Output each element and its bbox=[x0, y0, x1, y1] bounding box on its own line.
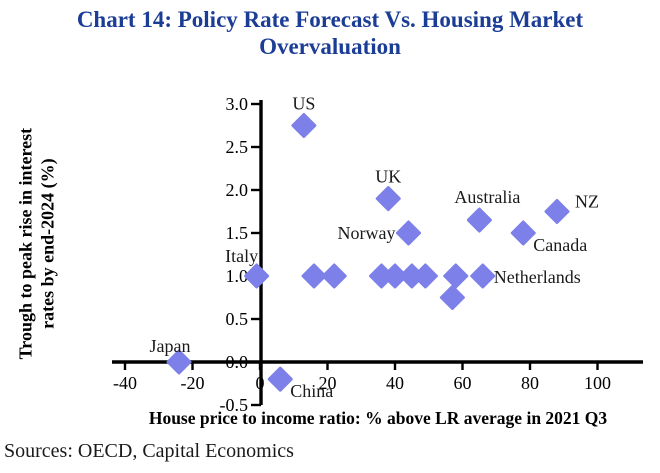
marker-Japan bbox=[166, 349, 192, 375]
y-tick-label-0.5: 0.5 bbox=[226, 309, 249, 329]
marker-unlabeled bbox=[321, 263, 347, 289]
point-label-UK: UK bbox=[375, 167, 401, 187]
marker-NZ bbox=[544, 199, 570, 224]
y-tick-label-3.0: 3.0 bbox=[226, 94, 249, 114]
marker-unlabeled bbox=[382, 263, 408, 289]
chart-title-line2: Overvaluation bbox=[259, 34, 401, 60]
marker-Australia bbox=[466, 207, 492, 233]
y-tick-label-1.0: 1.0 bbox=[226, 266, 249, 286]
marker-China bbox=[267, 366, 293, 392]
x-tick-label-0: 0 bbox=[256, 373, 265, 393]
point-label-NZ: NZ bbox=[575, 192, 599, 212]
point-label-Norway: Norway bbox=[338, 223, 396, 243]
marker-Italy bbox=[244, 263, 270, 289]
marker-unlabeled bbox=[439, 285, 465, 310]
sources-note: Sources: OECD, Capital Economics bbox=[4, 440, 294, 462]
marker-Norway bbox=[396, 220, 421, 246]
point-label-Netherlands: Netherlands bbox=[494, 267, 581, 287]
y-axis-title: Trough to peak rise in interest rates by… bbox=[15, 89, 58, 399]
y-axis-title-line1: Trough to peak rise in interest bbox=[15, 127, 36, 360]
y-tick-label--0.5: -0.5 bbox=[220, 395, 249, 415]
marker-Netherlands bbox=[470, 263, 496, 289]
point-label-US: US bbox=[292, 94, 315, 114]
marker-unlabeled bbox=[301, 263, 327, 289]
y-tick-label-2.5: 2.5 bbox=[226, 137, 249, 157]
point-label-Canada: Canada bbox=[533, 235, 587, 255]
point-label-Japan: Japan bbox=[150, 336, 191, 356]
marker-Canada bbox=[510, 220, 536, 246]
point-label-Italy: Italy bbox=[225, 246, 258, 266]
y-tick-label-2.0: 2.0 bbox=[226, 180, 249, 200]
x-tick-label-80: 80 bbox=[521, 373, 539, 393]
y-tick-label-0.0: 0.0 bbox=[226, 352, 249, 372]
marker-UK bbox=[375, 186, 401, 212]
marker-unlabeled bbox=[443, 263, 469, 289]
marker-US bbox=[291, 113, 317, 138]
marker-unlabeled bbox=[412, 263, 438, 289]
y-tick-label-1.5: 1.5 bbox=[226, 223, 249, 243]
point-label-Australia: Australia bbox=[454, 187, 520, 207]
point-label-China: China bbox=[290, 381, 333, 401]
x-tick-label-60: 60 bbox=[454, 373, 472, 393]
chart-title: Chart 14: Policy Rate Forecast Vs. Housi… bbox=[0, 6, 660, 60]
y-axis-title-line2: rates by end-2024 (%) bbox=[37, 158, 57, 329]
x-tick-label-20: 20 bbox=[319, 373, 337, 393]
x-axis-title: House price to income ratio: % above LR … bbox=[148, 408, 608, 428]
x-tick-label--40: -40 bbox=[113, 373, 137, 393]
x-tick-label-40: 40 bbox=[386, 373, 404, 393]
chart-title-line1: Chart 14: Policy Rate Forecast Vs. Housi… bbox=[76, 7, 584, 32]
x-tick-label-100: 100 bbox=[584, 373, 611, 393]
x-tick-label--20: -20 bbox=[181, 373, 205, 393]
